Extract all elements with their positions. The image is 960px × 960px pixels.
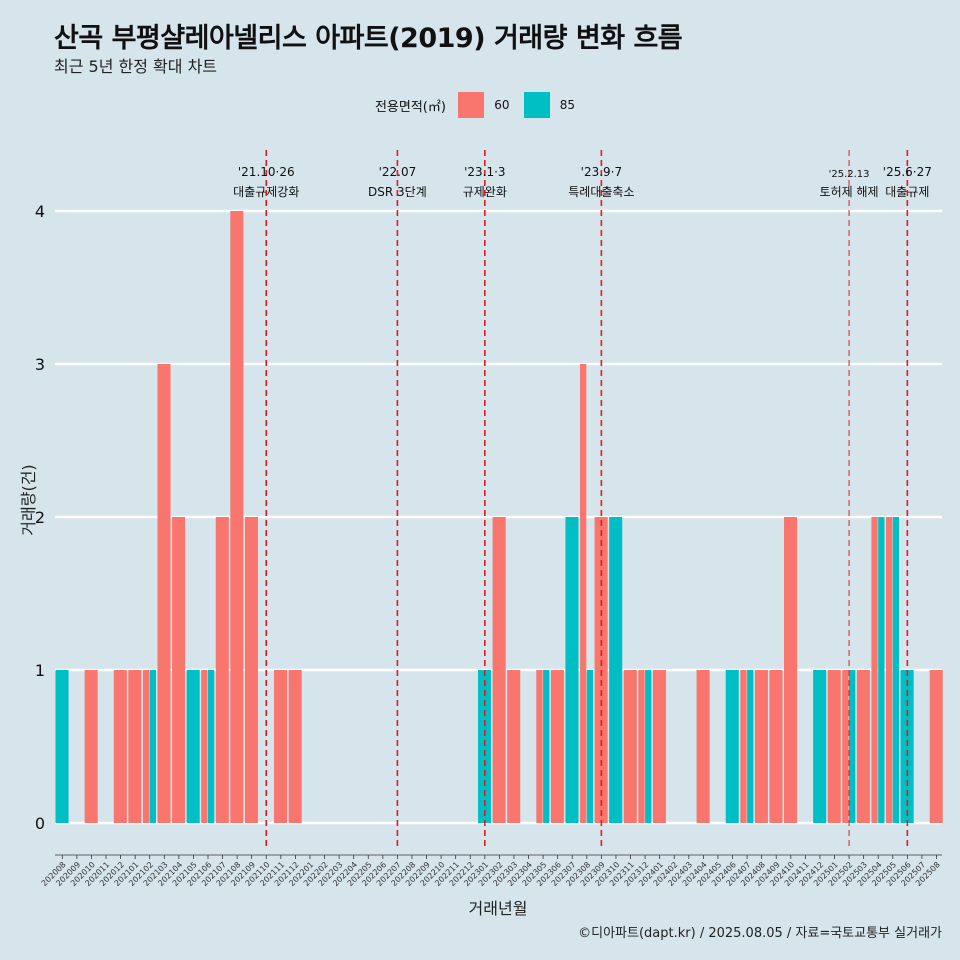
event-label-202309: 특례대출축소 [568, 185, 634, 199]
bar-202501-60 [827, 670, 841, 823]
bar-202305-85 [543, 670, 550, 823]
bar-202101-60 [128, 670, 142, 823]
bar-202306-60 [550, 670, 564, 823]
bar-202311-60 [623, 670, 637, 823]
legend-label-60: 60 [494, 98, 510, 112]
event-date-202502: '25.2.13 [829, 169, 870, 180]
y-axis-title: 거래량(건) [19, 464, 38, 535]
bar-202308-85 [586, 670, 594, 823]
legend-key-60 [458, 92, 485, 118]
legend-key-85 [523, 92, 550, 118]
bar-202407-60 [740, 670, 747, 823]
bar-202112-60 [288, 670, 302, 823]
bar-202008-85 [55, 670, 69, 823]
source-caption: ©디아파트(dapt.kr) / 2025.08.05 / 자료=국토교통부 실… [578, 926, 942, 941]
bar-202301-85 [478, 670, 492, 823]
bar-202410-60 [784, 517, 798, 823]
bar-202104-60 [172, 517, 186, 823]
bar-202401-60 [652, 670, 666, 823]
bar-202106-60 [201, 670, 208, 823]
bar-202103-60 [157, 364, 171, 823]
bar-202012-60 [113, 670, 127, 823]
bar-202109-60 [244, 517, 258, 823]
bar-202111-60 [274, 670, 288, 823]
bar-202010-60 [84, 670, 98, 823]
legend-label-85: 85 [559, 98, 576, 112]
bar-202505-85 [892, 517, 900, 823]
bar-202505-60 [885, 517, 893, 823]
chart-subtitle: 최근 5년 한정 확대 차트 [54, 57, 218, 76]
bar-202503-60 [856, 670, 870, 823]
bar-202504-85 [878, 517, 885, 823]
bar-202303-60 [507, 670, 521, 823]
bar-202308-60 [580, 364, 587, 823]
bar-202508-60 [929, 670, 943, 823]
bar-202412-85 [813, 670, 827, 823]
y-tick-label-0: 0 [35, 814, 45, 833]
bar-202406-85 [725, 670, 739, 823]
bar-202506-85 [900, 670, 914, 823]
bar-202409-60 [769, 670, 783, 823]
bar-202107-60 [215, 517, 229, 823]
bar-202102-60 [142, 670, 150, 823]
event-date-202506: '25.6·27 [883, 165, 932, 179]
bar-202502-85 [849, 670, 856, 823]
bar-202312-85 [645, 670, 652, 823]
bar-202305-60 [536, 670, 543, 823]
x-axis-title: 거래년월 [469, 899, 528, 918]
legend: 전용면적(㎡) 60 85 [0, 92, 960, 118]
bar-202408-60 [754, 670, 768, 823]
bar-202404-60 [696, 670, 710, 823]
y-tick-label-3: 3 [35, 355, 45, 374]
bar-202307-85 [565, 517, 579, 823]
event-date-202207: '22.07 [379, 165, 417, 179]
bar-202502-60 [842, 670, 849, 823]
event-date-202110: '21.10·26 [238, 165, 295, 179]
bar-202105-85 [186, 670, 200, 823]
legend-title: 전용면적(㎡) [374, 99, 446, 115]
bar-202108-60 [230, 211, 244, 823]
bar-202102-85 [149, 670, 156, 823]
event-label-202301: 규제완화 [463, 185, 507, 199]
bar-202407-85 [747, 670, 754, 823]
chart-title: 산곡 부평샬레아넬리스 아파트(2019) 거래량 변화 흐름 [54, 23, 683, 54]
event-label-202502: 토허제 해제 [820, 185, 879, 199]
bar-202302-60 [492, 517, 506, 823]
bar-202106-85 [207, 670, 215, 823]
y-tick-label-2: 2 [35, 508, 45, 527]
event-label-202506: 대출규제 [885, 185, 929, 199]
event-label-202110: 대출규제강화 [233, 185, 299, 199]
y-tick-label-4: 4 [35, 202, 45, 221]
event-label-202207: DSR 3단계 [368, 185, 427, 199]
event-date-202309: '23.9·7 [581, 165, 622, 179]
bar-202310-85 [609, 517, 623, 823]
y-tick-label-1: 1 [35, 661, 45, 680]
event-date-202301: '23.1·3 [464, 165, 505, 179]
bar-202312-60 [638, 670, 645, 823]
bar-202504-60 [871, 517, 878, 823]
